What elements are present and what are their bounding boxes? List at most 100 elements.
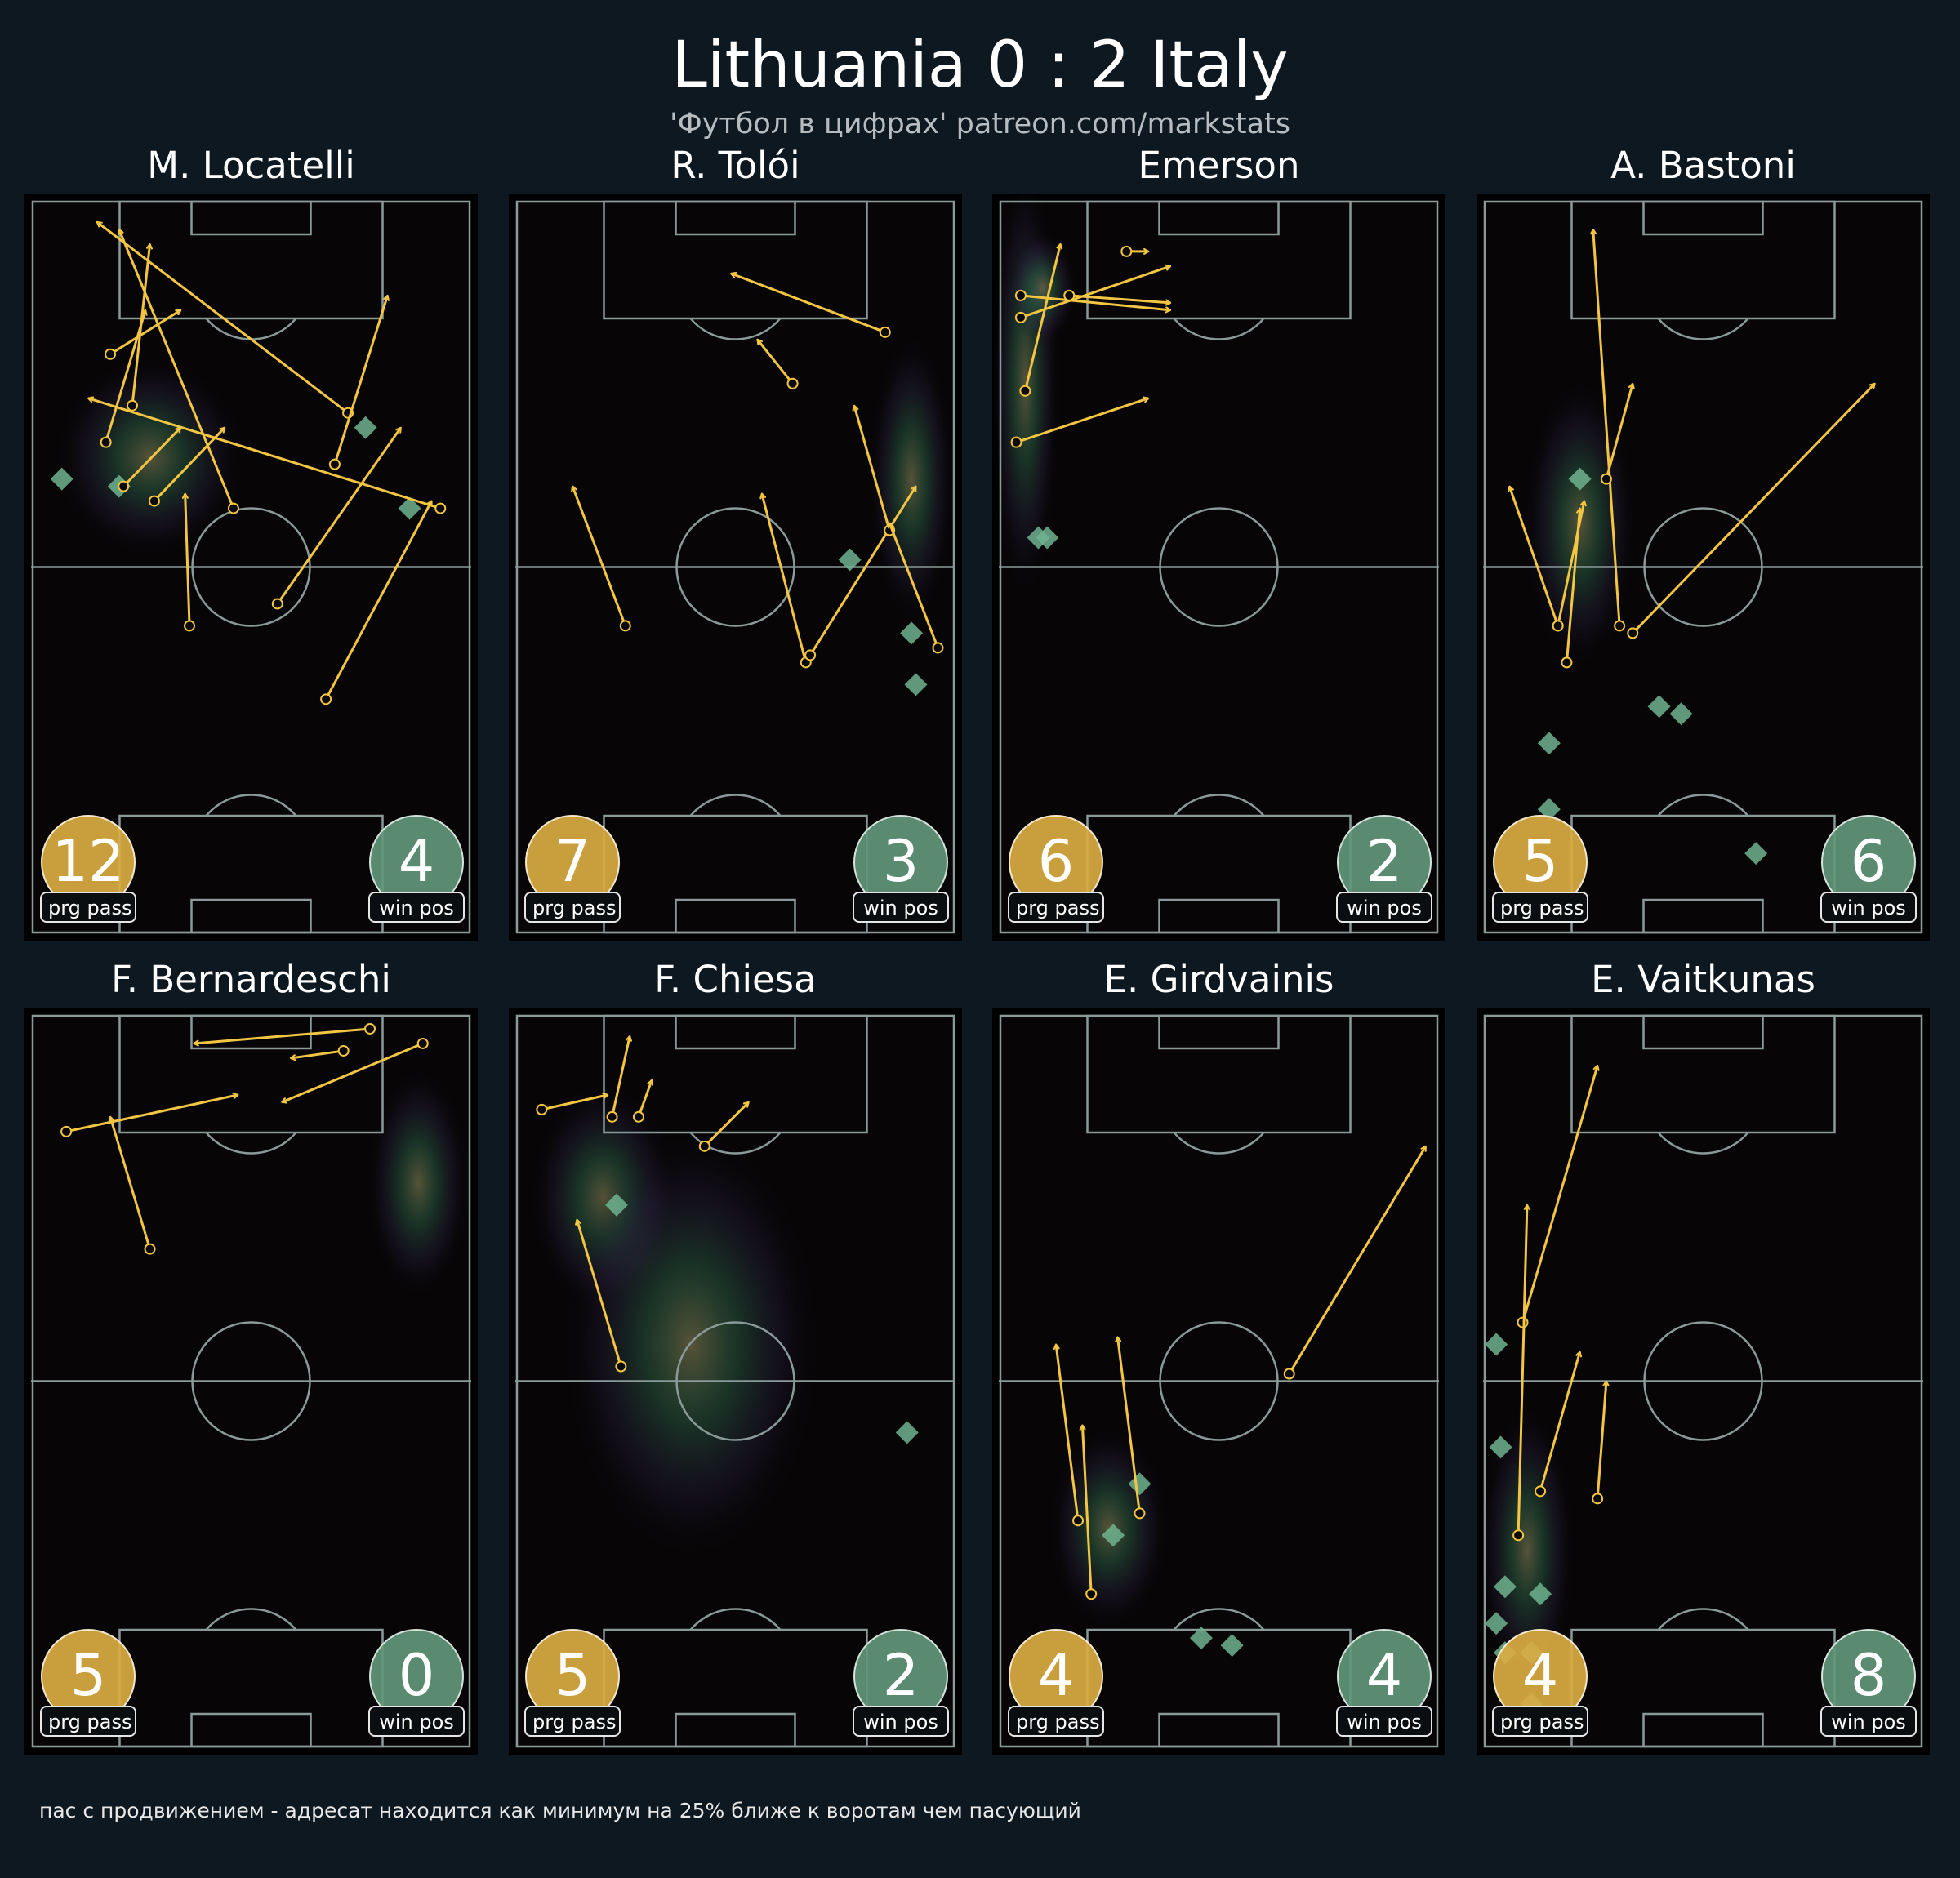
pass-origin-dot (632, 1110, 644, 1123)
pass-origin-dot (932, 642, 944, 654)
progressive-pass-arrow (97, 222, 349, 414)
page-title: Lithuania 0 : 2 Italy (671, 29, 1289, 102)
pass-origin-dot (328, 458, 341, 470)
pass-origin-dot (786, 377, 799, 389)
win-possession-marker (1489, 1435, 1512, 1459)
progressive-pass-arrow (637, 1080, 652, 1118)
progressive-pass-arrow (1023, 244, 1060, 392)
win-possession-label: win pos (368, 892, 465, 923)
win-possession-marker (1537, 732, 1561, 755)
pass-origin-dot (227, 502, 239, 514)
pitch-lines (1483, 1014, 1923, 1748)
progressive-pass-arrow (282, 1042, 424, 1102)
pass-origin-dot (1600, 473, 1612, 485)
heatmap-area (52, 354, 247, 560)
progressive-pass-arrow (731, 274, 886, 334)
progressive-pass-arrow (1557, 501, 1584, 626)
win-possession-marker (1669, 702, 1693, 726)
progressive-pass-arrow (577, 1220, 622, 1367)
win-possession-marker (838, 548, 862, 572)
pass-origin-dot (105, 348, 117, 360)
player-name: M. Locatelli (147, 144, 355, 187)
pass-origin-dot (1014, 289, 1027, 301)
win-possession-label: win pos (368, 1706, 465, 1737)
progressive-pass-arrow (611, 1036, 630, 1118)
player-name: E. Vaitkunas (1591, 958, 1815, 1001)
progressive-pass-label: prg pass (40, 1706, 136, 1737)
progressive-pass-label: prg pass (1492, 1706, 1588, 1737)
pass-origin-dot (148, 495, 160, 507)
progressive-pass-arrow (808, 487, 917, 656)
progressive-pass-arrow (1016, 398, 1149, 444)
pass-origin-dot (364, 1022, 376, 1035)
pass-origin-dot (1019, 385, 1031, 397)
win-possession-marker (1568, 467, 1592, 491)
progressive-pass-arrow (1020, 266, 1170, 319)
win-possession-marker (900, 621, 924, 645)
win-possession-marker (904, 673, 928, 696)
win-possession-marker (1220, 1634, 1244, 1658)
pass-origin-dot (1535, 1485, 1547, 1498)
pass-origin-dot (1063, 289, 1076, 301)
progressive-pass-arrow (1020, 294, 1170, 310)
win-possession-marker (604, 1193, 628, 1217)
progressive-pass-arrow (1082, 1425, 1093, 1595)
win-possession-label: win pos (1820, 1706, 1917, 1737)
progressive-pass-arrow (1517, 1205, 1527, 1536)
pass-origin-dot (1014, 311, 1027, 323)
progressive-pass-label: prg pass (524, 892, 621, 923)
pass-origin-dot (1561, 656, 1573, 669)
progressive-pass-arrow (194, 1027, 371, 1044)
heatmap-area (559, 1124, 824, 1565)
pass-origin-dot (1085, 1588, 1098, 1600)
progressive-pass-arrow (122, 428, 180, 487)
pass-origin-dot (1614, 620, 1626, 632)
player-name: E. Girdvainis (1103, 958, 1334, 1001)
pass-origin-dot (615, 1360, 627, 1373)
pass-origin-dot (1072, 1515, 1085, 1527)
progressive-pass-arrow (185, 494, 191, 626)
pass-origin-dot (804, 649, 817, 661)
win-possession-label: win pos (853, 1706, 949, 1737)
progressive-pass-arrow (324, 501, 433, 701)
progressive-pass-arrow (1593, 229, 1621, 626)
pass-origin-dot (337, 1044, 350, 1057)
pass-origin-dot (1010, 436, 1022, 448)
progressive-pass-arrow (1539, 1352, 1580, 1492)
player-name: A. Bastoni (1610, 144, 1796, 187)
pass-origin-dot (698, 1140, 710, 1152)
progressive-pass-label: prg pass (40, 892, 136, 923)
progressive-pass-arrow (1596, 1382, 1606, 1499)
progressive-pass-arrow (291, 1049, 344, 1058)
win-possession-marker (1647, 695, 1671, 719)
progressive-pass-arrow (1509, 487, 1560, 626)
progressive-pass-arrow (88, 398, 441, 510)
win-possession-marker (1537, 798, 1561, 821)
progressive-pass-arrow (1521, 1066, 1598, 1323)
progressive-pass-arrow (541, 1095, 608, 1111)
pass-origin-dot (1512, 1529, 1525, 1542)
pass-origin-dot (100, 436, 112, 448)
win-possession-marker (354, 416, 377, 439)
progressive-pass-arrow (1605, 384, 1633, 480)
win-possession-label: win pos (1336, 892, 1432, 923)
progressive-pass-arrow (1118, 1337, 1141, 1514)
pass-origin-dot (60, 1125, 73, 1137)
progressive-pass-arrow (854, 406, 891, 531)
pass-origin-dot (320, 693, 332, 705)
win-possession-marker (1485, 1333, 1508, 1356)
progressive-pass-arrow (1632, 384, 1874, 634)
pass-origin-dot (879, 326, 891, 338)
win-possession-label: win pos (853, 892, 949, 923)
win-possession-marker (1529, 1582, 1552, 1606)
player-name: F. Bernardeschi (111, 958, 391, 1001)
progressive-pass-label: prg pass (1008, 892, 1104, 923)
page-subtitle: 'Футбол в цифрах' patreon.com/markstats (669, 108, 1291, 140)
pass-origin-dot (619, 620, 631, 632)
progressive-pass-arrow (1069, 294, 1170, 303)
progressive-pass-label: prg pass (1492, 892, 1588, 923)
pass-origin-dot (536, 1103, 548, 1115)
progressive-pass-arrow (109, 309, 180, 356)
pass-origin-dot (416, 1037, 429, 1049)
